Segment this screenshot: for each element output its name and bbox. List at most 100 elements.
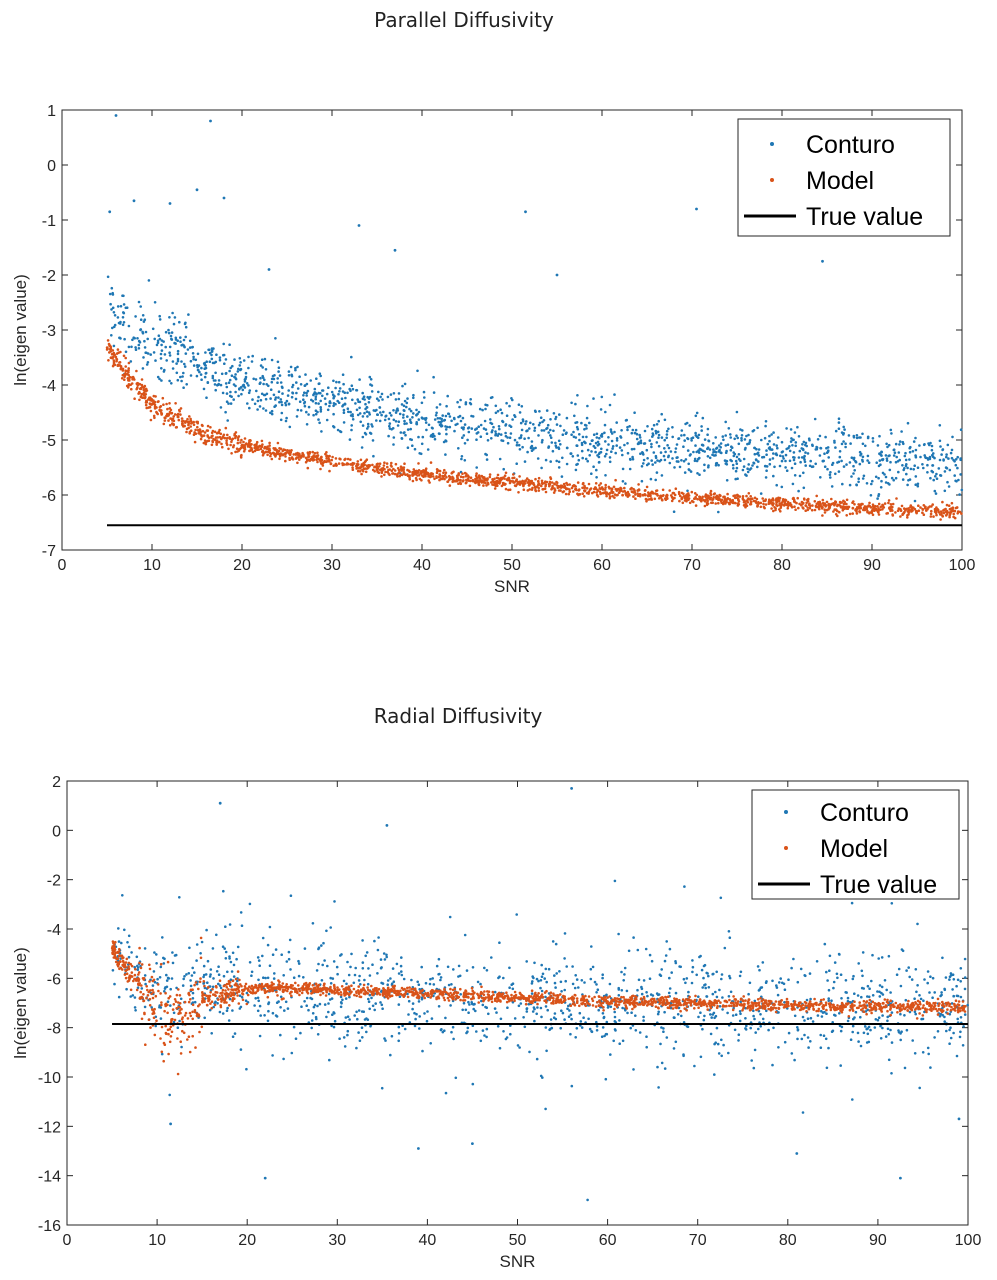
conturo-point xyxy=(878,984,882,987)
conturo-point xyxy=(918,994,921,997)
conturo-point xyxy=(370,390,374,393)
conturo-point xyxy=(632,447,636,451)
conturo-point xyxy=(605,448,609,452)
conturo-point xyxy=(155,343,159,347)
model-point xyxy=(762,499,765,503)
model-point xyxy=(866,511,869,514)
conturo-point xyxy=(479,982,482,986)
conturo-point xyxy=(889,991,892,994)
model-point xyxy=(491,478,494,481)
conturo-point xyxy=(180,360,183,363)
conturo-point xyxy=(133,1006,137,1009)
model-point xyxy=(711,498,714,502)
conturo-point xyxy=(779,977,782,980)
conturo-point xyxy=(203,375,207,379)
conturo-point xyxy=(827,997,830,1000)
conturo-point xyxy=(424,981,428,985)
conturo-point xyxy=(793,1058,796,1062)
conturo-point xyxy=(836,976,839,980)
model-point xyxy=(596,495,600,498)
conturo-point xyxy=(363,411,366,415)
conturo-point xyxy=(179,375,182,379)
conturo-point xyxy=(171,360,175,363)
conturo-point xyxy=(178,320,181,324)
model-point xyxy=(172,415,175,418)
conturo-point xyxy=(546,1008,549,1012)
conturo-point xyxy=(335,965,339,969)
conturo-point xyxy=(240,392,243,396)
conturo-point xyxy=(358,400,362,404)
conturo-point xyxy=(499,433,503,436)
conturo-point xyxy=(533,961,536,965)
conturo-point xyxy=(144,982,147,986)
conturo-point xyxy=(526,450,529,454)
conturo-point xyxy=(782,982,786,986)
conturo-point xyxy=(746,467,749,471)
conturo-point xyxy=(767,447,771,450)
conturo-point xyxy=(847,434,851,437)
conturo-point xyxy=(756,465,759,469)
conturo-point xyxy=(465,969,469,972)
conturo-point xyxy=(480,999,483,1003)
conturo-point xyxy=(392,409,395,412)
model-point xyxy=(540,481,544,485)
conturo-point xyxy=(213,383,217,386)
conturo-point xyxy=(668,976,671,980)
conturo-point xyxy=(277,366,281,370)
conturo-point xyxy=(281,392,284,395)
conturo-point xyxy=(279,381,283,384)
conturo-point xyxy=(711,453,714,457)
conturo-point xyxy=(111,969,115,972)
conturo-point xyxy=(879,486,883,489)
conturo-point xyxy=(279,398,283,401)
conturo-point xyxy=(165,979,169,982)
conturo-point xyxy=(885,442,888,446)
conturo-point xyxy=(528,427,531,430)
conturo-point xyxy=(899,984,903,988)
conturo-point xyxy=(859,1015,862,1019)
model-point xyxy=(621,490,625,493)
conturo-point xyxy=(521,445,524,449)
model-point xyxy=(383,461,386,465)
conturo-point xyxy=(963,957,967,961)
model-point xyxy=(189,425,192,428)
model-point xyxy=(448,484,452,487)
conturo-point xyxy=(544,1107,547,1111)
conturo-point xyxy=(650,445,653,449)
conturo-point xyxy=(693,1064,696,1068)
conturo-point xyxy=(344,1016,348,1019)
x-tick-label: 50 xyxy=(509,1232,527,1249)
conturo-point xyxy=(589,967,593,971)
model-point xyxy=(855,512,859,515)
conturo-point xyxy=(748,441,751,444)
conturo-point xyxy=(576,394,579,397)
conturo-point xyxy=(211,985,215,989)
conturo-point xyxy=(643,429,647,433)
model-point xyxy=(162,403,165,407)
model-point xyxy=(240,443,244,447)
conturo-point xyxy=(628,467,632,471)
conturo-point xyxy=(269,388,273,392)
model-point xyxy=(120,377,124,380)
conturo-point xyxy=(790,966,793,970)
conturo-point xyxy=(484,428,488,431)
conturo-point xyxy=(334,386,337,390)
conturo-point xyxy=(743,438,747,441)
conturo-point xyxy=(615,439,619,442)
conturo-point xyxy=(719,896,723,900)
conturo-point xyxy=(789,440,793,443)
model-point xyxy=(614,478,617,482)
conturo-point xyxy=(656,459,659,462)
conturo-point xyxy=(401,384,404,388)
conturo-point xyxy=(485,432,489,436)
conturo-point xyxy=(366,415,369,418)
conturo-point xyxy=(460,457,463,461)
model-point xyxy=(502,476,505,479)
model-point xyxy=(232,445,235,449)
conturo-point xyxy=(453,417,456,421)
model-point xyxy=(153,416,156,420)
conturo-point xyxy=(176,378,180,382)
conturo-point xyxy=(569,1032,572,1036)
model-point xyxy=(476,477,479,480)
conturo-point xyxy=(125,306,129,310)
